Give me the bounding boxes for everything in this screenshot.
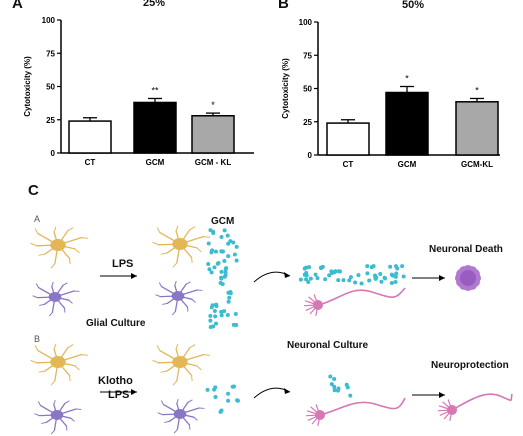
neuroprotection-label: Neuroprotection [431,360,509,371]
outcome-arrow [412,275,445,281]
microglia-icon [157,398,205,434]
chart-a-category-label: GCM - KL [195,158,232,167]
chart-a-ytick-label: 25 [46,116,55,125]
chart-a-bar [191,115,235,154]
panel-a-letter: A [12,0,23,12]
chart-a-category-label: GCM [146,158,165,167]
klotho-label: Klotho [98,375,133,387]
neuronal-culture-label: Neuronal Culture [287,340,369,351]
chart-b-category-label: GCM-KL [461,160,493,169]
chart-b-ytick-label: 25 [303,118,312,127]
astrocyte-icon [30,226,88,269]
chart-b-significance: * [405,74,409,84]
chart-b-ytick-label: 75 [303,51,312,60]
neuronal-death-label: Neuronal Death [429,244,503,255]
chart-b-ytick-label: 50 [303,85,312,94]
healthy-neuron-icon [437,393,513,421]
chart-a-y-label: Cytotoxicity (%) [23,56,32,117]
astrocyte-icon [30,343,88,386]
chart-b-category-label: CT [343,160,354,169]
gcm-particles [205,384,240,414]
glial-culture-label: Glial Culture [86,318,146,329]
chart-a-ytick-label: 50 [46,83,55,92]
lps-label: LPS [112,258,134,270]
gcm-particles-neuronal [328,374,353,398]
gcm-particles [206,228,239,330]
chart-b-bar [326,122,370,156]
chart-a-category-label: CT [85,158,96,167]
chart-a-bar [133,101,177,154]
chart-b-ytick-label: 100 [299,18,313,27]
dead-neuron-icon [455,265,481,291]
chart-a-significance: * [211,100,215,110]
chart-b-y-label: Cytotoxicity (%) [281,58,290,119]
row-b-label: B [34,334,41,344]
transfer-arrow [253,271,291,283]
chart-a-ytick-label: 0 [51,149,56,158]
chart-a-significance: ** [151,85,159,95]
outcome-arrow [412,392,445,398]
chart-a-ytick-label: 75 [46,49,55,58]
astrocyte-icon [152,225,210,268]
chart-b-ytick-label: 0 [308,151,313,160]
neuron-icon [303,287,406,316]
transfer-arrow [253,387,291,399]
neuron-icon [305,397,406,426]
astrocyte-icon [152,343,210,386]
chart-a-ytick-label: 100 [42,16,56,25]
chart-b-category-label: GCM [398,160,417,169]
panel-b-title: 50% [402,0,425,11]
chart-b-significance: * [475,85,479,95]
microglia-icon [34,399,82,435]
gcm-particles-neuronal [298,264,406,286]
gcm-label: GCM [211,216,235,227]
microglia-icon [155,280,203,316]
panel-a-title: 25% [143,0,166,9]
panel-b-letter: B [278,0,289,12]
panel-c-letter: C [28,182,39,199]
klotho-lps-arrow [100,389,137,395]
lps-arrow [100,273,137,279]
row-a-label: A [34,214,41,224]
chart-a-bar [68,120,112,154]
microglia-icon [32,281,80,317]
